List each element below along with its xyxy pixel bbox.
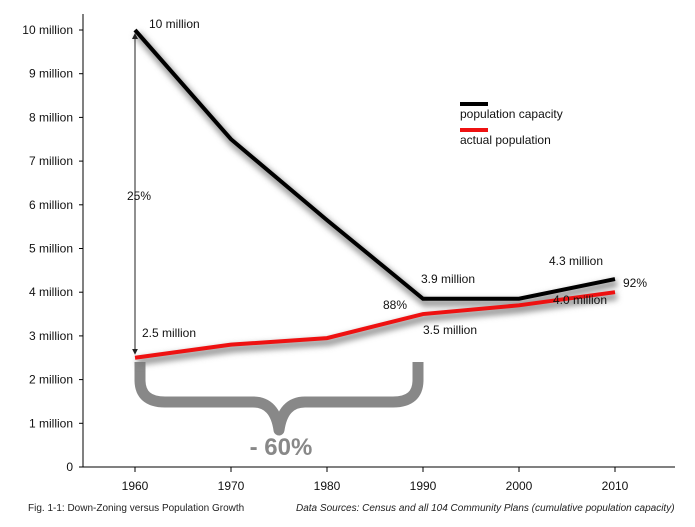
series-lines [133, 28, 616, 360]
y-tick-labels: 0 1 million 2 million 3 million 4 million 5 m… [22, 23, 73, 474]
figure-caption: Fig. 1-1: Down-Zoning versus Population … [28, 503, 245, 514]
x-tick-label: 1990 [410, 479, 437, 493]
point-label: 4.3 million [549, 254, 603, 268]
y-tick-label: 6 million [29, 198, 73, 212]
pct-label-2010: 92% [623, 276, 647, 290]
y-tick-label: 3 million [29, 329, 73, 343]
axes [79, 14, 675, 472]
pct-label-1990: 88% [383, 298, 407, 312]
point-label: 3.5 million [423, 323, 477, 337]
y-tick-label: 4 million [29, 285, 73, 299]
x-tick-label: 1980 [314, 479, 341, 493]
brace-shape [134, 362, 424, 436]
y-tick-label: 1 million [29, 416, 73, 430]
x-tick-label: 1970 [218, 479, 245, 493]
chart: 0 1 million 2 million 3 million 4 million 5 m… [22, 14, 675, 493]
annotations: 10 million 3.9 million 4.3 million 2.5 mill… [127, 17, 647, 355]
y-tick-label: 9 million [29, 67, 73, 81]
x-tick-label: 1960 [122, 479, 149, 493]
x-tick-label: 2000 [506, 479, 533, 493]
legend-label-0: population capacity [460, 107, 563, 121]
legend-label-1: actual population [460, 133, 551, 147]
series-line-0 [133, 28, 616, 301]
y-tick-label: 2 million [29, 373, 73, 387]
series-line-1 [134, 290, 616, 360]
y-tick-label: 8 million [29, 110, 73, 124]
point-label: 3.9 million [421, 272, 475, 286]
series-shadow [136, 292, 618, 366]
brace-label: - 60% [250, 434, 313, 461]
pct-label-1960: 25% [127, 189, 151, 203]
point-label: 4.0 million [553, 293, 607, 307]
y-tick-label: 0 [66, 460, 73, 474]
y-tick-label: 10 million [22, 23, 73, 37]
legend: population capacity actual population [460, 102, 563, 147]
x-tick-labels: 1960 1970 1980 1990 2000 2010 [122, 479, 629, 493]
point-label: 2.5 million [142, 326, 196, 340]
point-label: 10 million [149, 17, 200, 31]
series-shadows [133, 31, 618, 366]
y-tick-label: 7 million [29, 154, 73, 168]
y-tick-label: 5 million [29, 242, 73, 256]
x-tick-label: 2010 [602, 479, 629, 493]
brace: - 60% [134, 362, 424, 461]
data-sources-caption: Data Sources: Census and all 104 Communi… [296, 503, 675, 514]
